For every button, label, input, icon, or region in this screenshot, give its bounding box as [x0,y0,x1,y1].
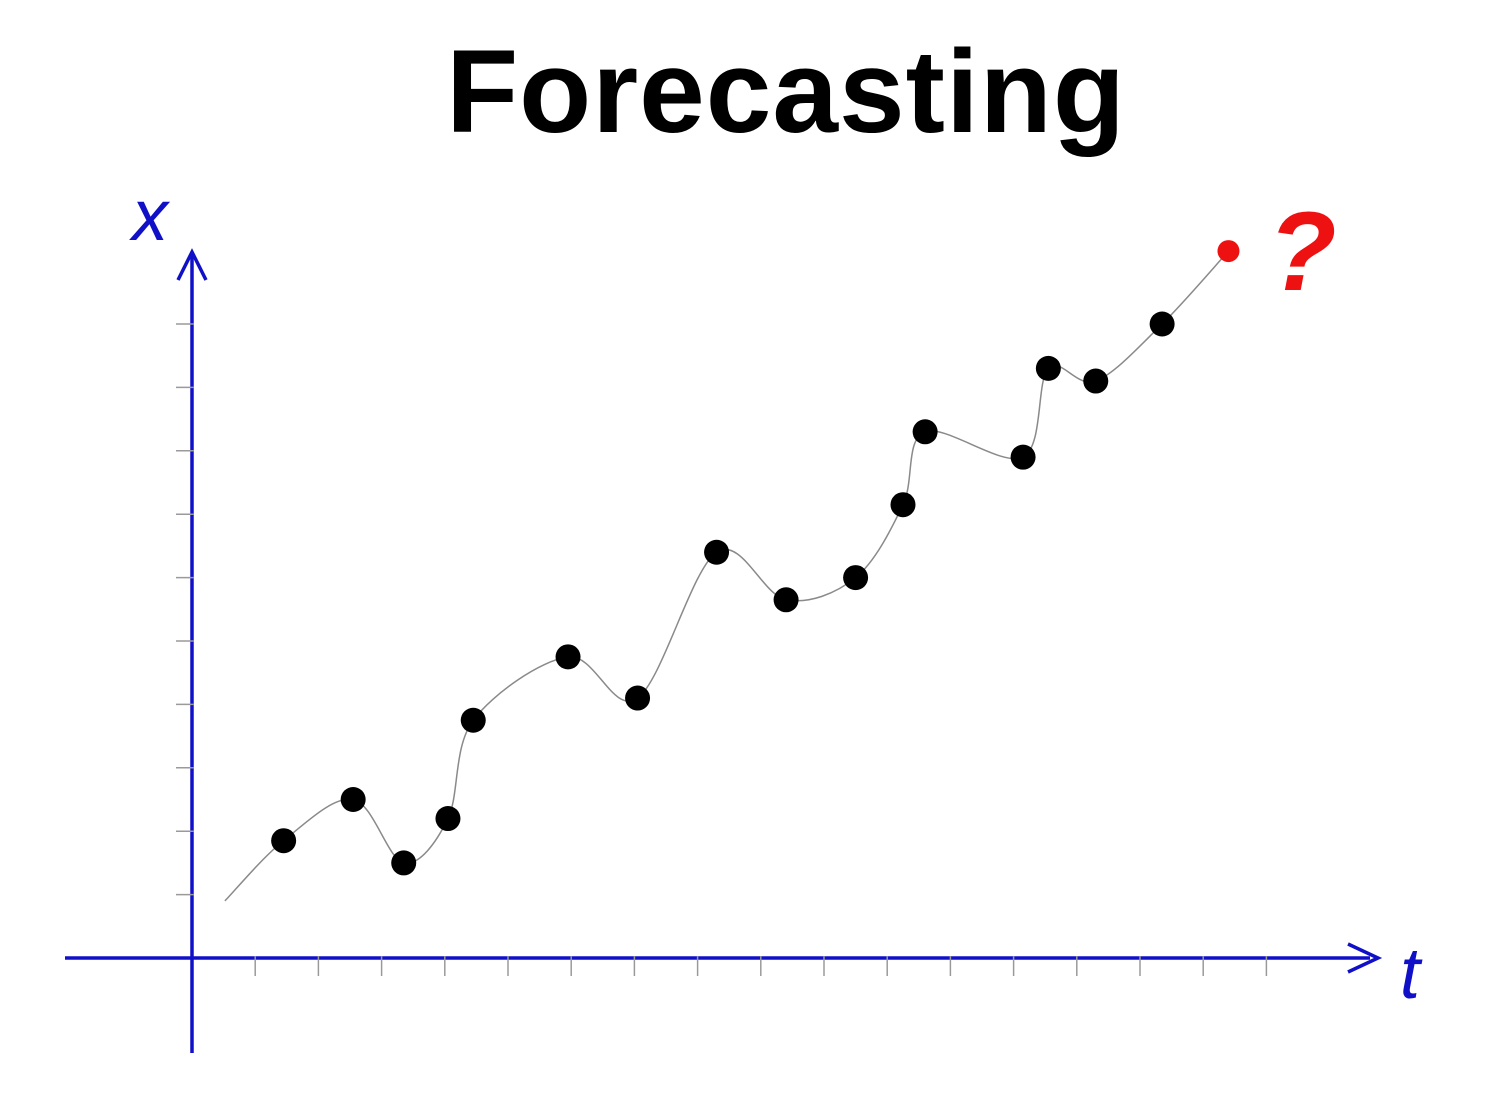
y-axis-arrowhead [176,248,208,281]
y-axis-label: x [129,176,171,256]
data-point-13 [1010,444,1036,470]
data-point-5 [460,707,486,733]
axes [65,248,1383,1053]
data-point-10 [843,565,869,591]
data-point-2 [340,787,366,812]
data-curve [224,250,1230,902]
chart-title: Forecasting [446,26,1126,158]
data-point-3 [391,850,417,876]
data-point-7 [625,685,651,711]
data-point-11 [890,492,916,518]
data-point-12 [912,419,938,445]
forecast-question-mark: ? [1268,189,1336,314]
data-point-1 [271,828,297,854]
x-axis-ticks [254,956,1268,976]
data-point-6 [555,644,581,670]
x-axis-arrowhead [1347,942,1383,974]
data-point-8 [704,539,730,565]
forecast-point [1217,240,1240,263]
data-point-9 [773,587,799,613]
y-axis-ticks [176,323,194,896]
data-points [271,311,1175,876]
data-point-15 [1083,368,1109,394]
data-point-14 [1035,355,1061,381]
x-axis-label: t [1400,934,1423,1014]
data-point-4 [435,806,461,832]
data-point-16 [1149,311,1175,337]
